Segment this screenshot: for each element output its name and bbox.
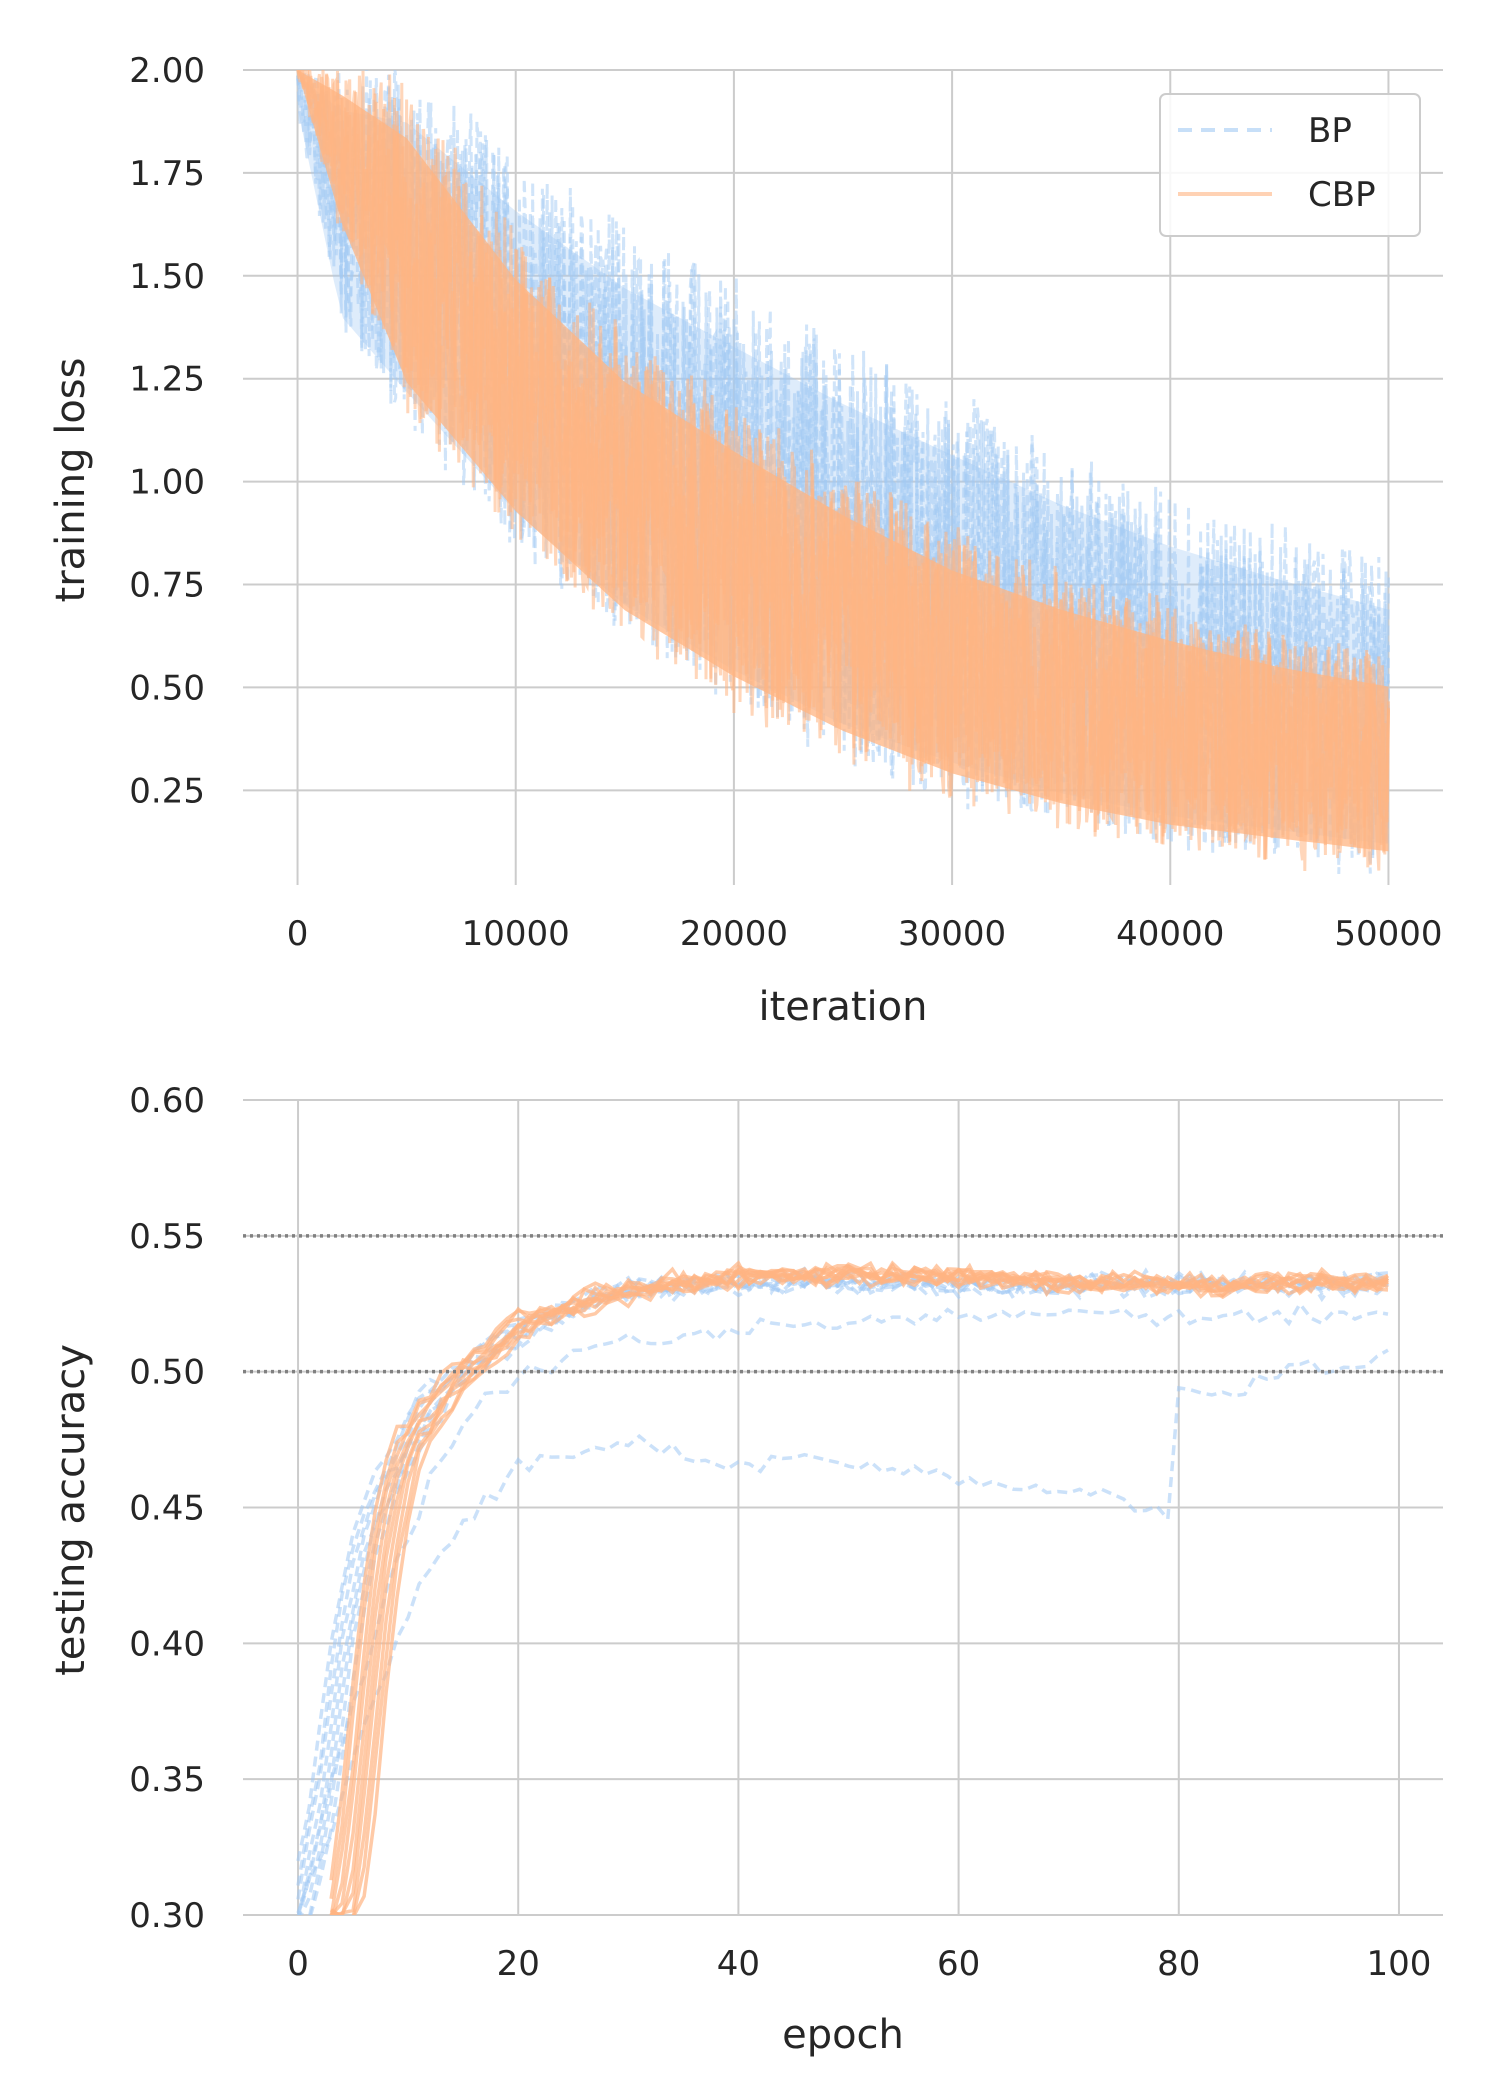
accuracy-y-tick-labels: 0.30 0.35 0.40 0.45 0.50 0.55 0.60 — [129, 1081, 205, 1936]
accuracy-y-tick-label: 0.55 — [129, 1217, 205, 1257]
loss-x-tick-labels: 0 10000 20000 30000 40000 50000 — [287, 914, 1443, 954]
loss-y-tick-label: 1.50 — [129, 257, 205, 297]
loss-y-tick-labels: 0.25 0.50 0.75 1.00 1.25 1.50 1.75 2.00 — [129, 51, 205, 811]
testing-accuracy-chart: 0 20 40 60 80 100 0.30 0.35 0.40 0.45 0.50 0.55 0.6… — [48, 1081, 1443, 2058]
loss-x-tick-label: 30000 — [898, 914, 1006, 954]
accuracy-y-axis-label: testing accuracy — [48, 1344, 94, 1676]
loss-y-tick-label: 2.00 — [129, 51, 205, 91]
accuracy-x-tick-label: 100 — [1367, 1944, 1432, 1984]
accuracy-y-tick-label: 0.60 — [129, 1081, 205, 1121]
loss-series-cbp-band — [297, 70, 1389, 852]
accuracy-series-cbp-run — [330, 1267, 1390, 1915]
accuracy-x-tick-labels: 0 20 40 60 80 100 — [287, 1944, 1431, 1984]
loss-x-axis-label: iteration — [759, 984, 928, 1030]
accuracy-y-tick-label: 0.30 — [129, 1896, 205, 1936]
loss-y-tick-label: 0.25 — [129, 771, 205, 811]
accuracy-series-bp-outlier-run — [296, 1300, 1389, 1915]
accuracy-gridlines — [243, 1099, 1443, 1916]
accuracy-reference-lines — [243, 1234, 1443, 1374]
loss-y-tick-label: 0.75 — [129, 566, 205, 606]
accuracy-series-bp-run — [308, 1267, 1389, 1915]
loss-x-tick-label: 50000 — [1334, 914, 1442, 954]
accuracy-series-bp-run — [297, 1269, 1390, 1915]
loss-x-tick-label: 20000 — [680, 914, 788, 954]
accuracy-y-tick-label: 0.50 — [129, 1353, 205, 1393]
accuracy-series-cbp-run — [329, 1262, 1389, 1881]
legend-cbp-label: CBP — [1308, 175, 1376, 215]
loss-y-tick-label: 1.75 — [129, 154, 205, 194]
accuracy-series-bp-run — [296, 1267, 1389, 1862]
accuracy-x-tick-label: 20 — [497, 1944, 540, 1984]
loss-y-tick-label: 1.25 — [129, 360, 205, 400]
loss-series-lines — [296, 70, 1390, 875]
accuracy-y-tick-label: 0.45 — [129, 1489, 205, 1529]
loss-x-tick-label: 10000 — [462, 914, 570, 954]
loss-y-tick-label: 1.00 — [129, 463, 205, 503]
legend: BP CBP — [1159, 93, 1421, 237]
accuracy-x-tick-label: 80 — [1157, 1944, 1200, 1984]
accuracy-x-axis-label: epoch — [782, 2012, 904, 2058]
accuracy-x-tick-label: 40 — [717, 1944, 760, 1984]
loss-x-tick-label: 40000 — [1116, 914, 1224, 954]
legend-frame — [1159, 93, 1421, 237]
loss-x-tick-label: 0 — [287, 914, 309, 954]
loss-y-tick-label: 0.50 — [129, 668, 205, 708]
accuracy-series-lines — [296, 1260, 1390, 1915]
accuracy-y-tick-label: 0.40 — [129, 1624, 205, 1664]
accuracy-y-tick-label: 0.35 — [129, 1760, 205, 1800]
accuracy-x-tick-label: 0 — [287, 1944, 309, 1984]
accuracy-series-bp-outlier-run — [297, 1348, 1389, 1915]
accuracy-x-tick-label: 60 — [937, 1944, 980, 1984]
accuracy-series-cbp-run — [330, 1260, 1389, 1915]
training-loss-chart: 0 10000 20000 30000 40000 50000 0.25 0.50 0.75 1… — [48, 51, 1443, 1030]
loss-y-axis-label: training loss — [48, 358, 94, 603]
legend-bp-label: BP — [1308, 111, 1352, 151]
